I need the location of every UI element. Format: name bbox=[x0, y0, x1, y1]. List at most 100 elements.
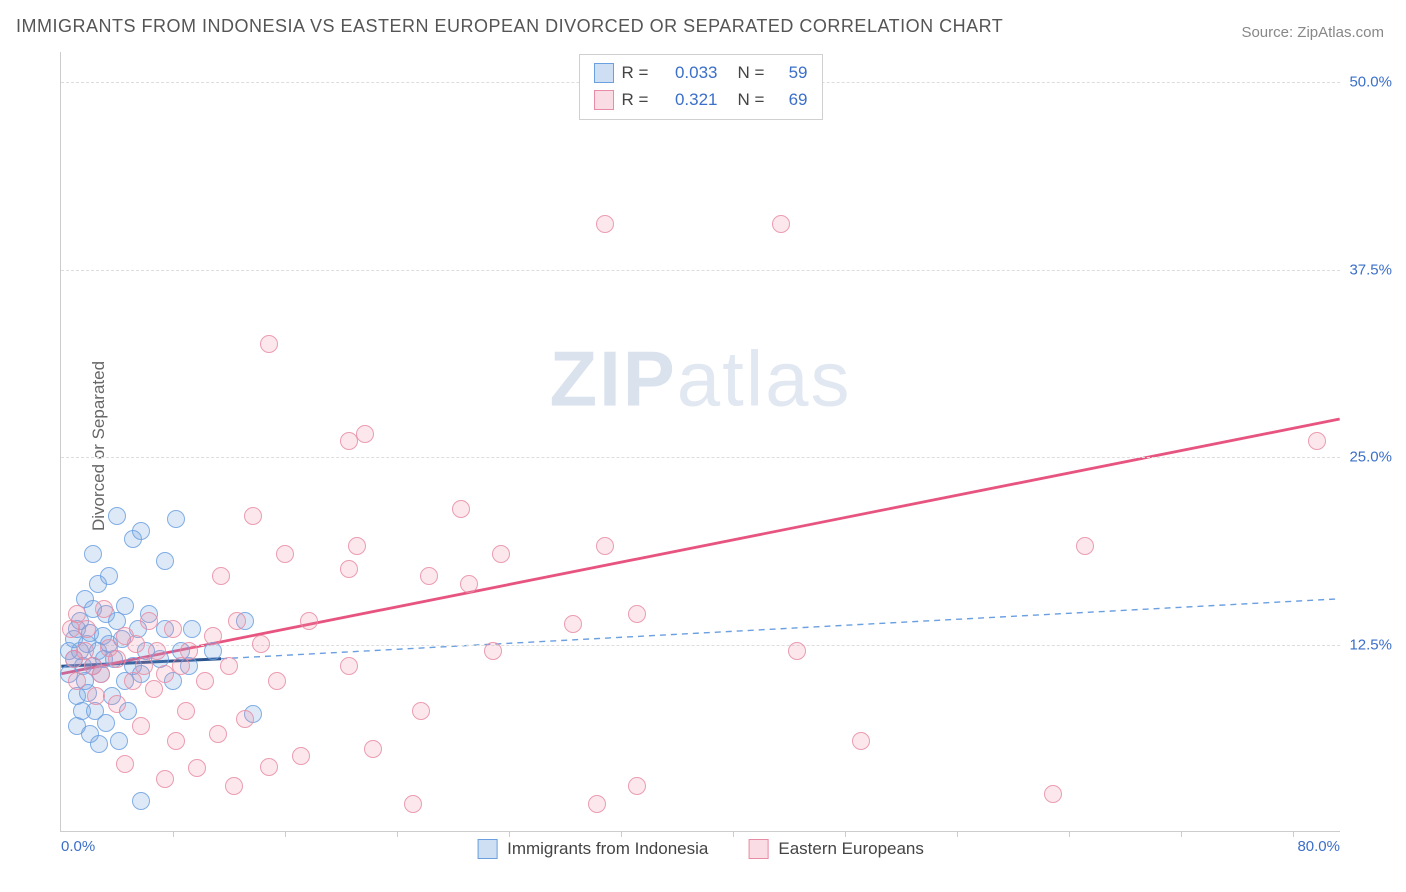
y-tick-label: 50.0% bbox=[1344, 74, 1392, 91]
data-point bbox=[252, 635, 270, 653]
data-point bbox=[108, 695, 126, 713]
data-point bbox=[145, 680, 163, 698]
x-tick-mark bbox=[173, 831, 174, 837]
data-point bbox=[356, 425, 374, 443]
legend-label-b: Eastern Europeans bbox=[778, 839, 924, 859]
data-point bbox=[164, 620, 182, 638]
data-point bbox=[140, 612, 158, 630]
data-point bbox=[132, 717, 150, 735]
data-point bbox=[276, 545, 294, 563]
legend-label-a: Immigrants from Indonesia bbox=[507, 839, 708, 859]
data-point bbox=[156, 552, 174, 570]
data-point bbox=[772, 215, 790, 233]
watermark: ZIPatlas bbox=[549, 334, 851, 425]
gridline bbox=[61, 457, 1340, 458]
data-point bbox=[90, 735, 108, 753]
x-tick-end: 80.0% bbox=[1297, 838, 1340, 855]
x-tick-mark bbox=[1181, 831, 1182, 837]
data-point bbox=[1076, 537, 1094, 555]
watermark-zip: ZIP bbox=[549, 335, 676, 423]
data-point bbox=[167, 510, 185, 528]
y-tick-label: 37.5% bbox=[1344, 261, 1392, 278]
data-point bbox=[209, 725, 227, 743]
data-point bbox=[212, 567, 230, 585]
data-point bbox=[1308, 432, 1326, 450]
data-point bbox=[177, 702, 195, 720]
data-point bbox=[364, 740, 382, 758]
data-point bbox=[348, 537, 366, 555]
data-point bbox=[92, 665, 110, 683]
data-point bbox=[1044, 785, 1062, 803]
data-point bbox=[404, 795, 422, 813]
data-point bbox=[596, 537, 614, 555]
x-tick-start: 0.0% bbox=[61, 838, 95, 855]
x-tick-mark bbox=[957, 831, 958, 837]
data-point bbox=[236, 710, 254, 728]
data-point bbox=[135, 657, 153, 675]
n-label: N = bbox=[738, 86, 772, 113]
swatch-b-icon bbox=[594, 90, 614, 110]
data-point bbox=[340, 657, 358, 675]
watermark-atlas: atlas bbox=[677, 335, 852, 423]
data-point bbox=[596, 215, 614, 233]
n-label: N = bbox=[738, 59, 772, 86]
chart-title: IMMIGRANTS FROM INDONESIA VS EASTERN EUR… bbox=[16, 16, 1003, 37]
data-point bbox=[220, 657, 238, 675]
swatch-a-icon bbox=[477, 839, 497, 859]
r-label: R = bbox=[622, 86, 656, 113]
data-point bbox=[260, 758, 278, 776]
data-point bbox=[628, 777, 646, 795]
data-point bbox=[260, 335, 278, 353]
data-point bbox=[628, 605, 646, 623]
legend-row-b: R = 0.321 N = 69 bbox=[594, 86, 808, 113]
legend-item-a: Immigrants from Indonesia bbox=[477, 839, 708, 859]
data-point bbox=[148, 642, 166, 660]
data-point bbox=[100, 567, 118, 585]
data-point bbox=[204, 627, 222, 645]
data-point bbox=[116, 597, 134, 615]
data-point bbox=[452, 500, 470, 518]
data-point bbox=[420, 567, 438, 585]
data-point bbox=[87, 687, 105, 705]
legend-row-a: R = 0.033 N = 59 bbox=[594, 59, 808, 86]
plot-area: R = 0.033 N = 59 R = 0.321 N = 69 ZIPatl… bbox=[60, 52, 1340, 832]
n-value-b: 69 bbox=[780, 86, 808, 113]
data-point bbox=[78, 620, 96, 638]
data-point bbox=[108, 507, 126, 525]
data-point bbox=[110, 732, 128, 750]
data-point bbox=[180, 642, 198, 660]
data-point bbox=[225, 777, 243, 795]
data-point bbox=[124, 672, 142, 690]
x-tick-mark bbox=[285, 831, 286, 837]
data-point bbox=[84, 545, 102, 563]
data-point bbox=[484, 642, 502, 660]
r-value-a: 0.033 bbox=[664, 59, 718, 86]
data-point bbox=[412, 702, 430, 720]
data-point bbox=[127, 635, 145, 653]
r-value-b: 0.321 bbox=[664, 86, 718, 113]
correlation-legend: R = 0.033 N = 59 R = 0.321 N = 69 bbox=[579, 54, 823, 120]
y-tick-label: 12.5% bbox=[1344, 636, 1392, 653]
data-point bbox=[244, 507, 262, 525]
data-point bbox=[788, 642, 806, 660]
swatch-a-icon bbox=[594, 63, 614, 83]
data-point bbox=[132, 792, 150, 810]
data-point bbox=[564, 615, 582, 633]
data-point bbox=[492, 545, 510, 563]
x-tick-mark bbox=[509, 831, 510, 837]
y-tick-label: 25.0% bbox=[1344, 449, 1392, 466]
x-tick-mark bbox=[1293, 831, 1294, 837]
series-legend: Immigrants from Indonesia Eastern Europe… bbox=[477, 839, 924, 859]
data-point bbox=[196, 672, 214, 690]
data-point bbox=[167, 732, 185, 750]
x-tick-mark bbox=[621, 831, 622, 837]
data-point bbox=[292, 747, 310, 765]
gridline bbox=[61, 270, 1340, 271]
x-tick-mark bbox=[397, 831, 398, 837]
data-point bbox=[183, 620, 201, 638]
data-point bbox=[68, 672, 86, 690]
data-point bbox=[156, 770, 174, 788]
data-point bbox=[97, 714, 115, 732]
data-point bbox=[268, 672, 286, 690]
x-tick-mark bbox=[1069, 831, 1070, 837]
